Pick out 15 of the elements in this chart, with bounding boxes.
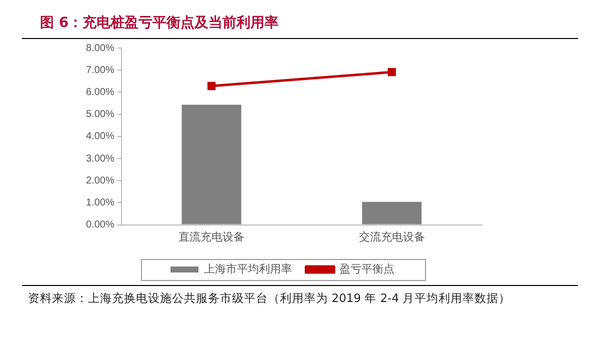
x-tick-label: 直流充电设备 [178, 230, 245, 244]
y-tick-label: 8.00% [86, 42, 114, 54]
y-tick-label: 4.00% [86, 131, 114, 142]
legend-label: 盈亏平衡点 [340, 262, 394, 276]
y-tick-label: 6.00% [86, 86, 114, 98]
x-tick-label: 交流充电设备 [358, 230, 425, 244]
y-tick-label: 0.00% [86, 220, 114, 231]
y-tick-label: 2.00% [86, 175, 114, 186]
y-tick-label: 5.00% [86, 109, 114, 120]
y-tick-label: 7.00% [86, 64, 114, 76]
y-tick-label: 1.00% [86, 197, 114, 208]
legend-label: 上海市平均利用率 [204, 262, 292, 276]
chart-title: 图 6：充电桩盈亏平衡点及当前利用率 [22, 8, 578, 39]
text: 资料来源：上海充换电设施公共服务市级平台（利用率为 2019 年 2-4 月平均利用率数据） [28, 290, 512, 307]
y-tick-label: 3.00% [86, 153, 114, 164]
